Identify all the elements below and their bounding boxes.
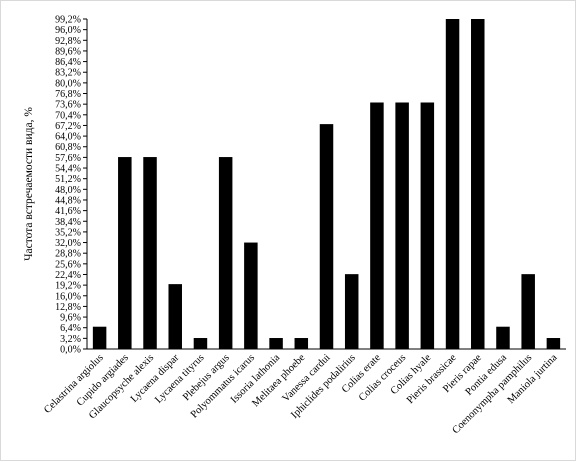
bar-melitaea-phoebe <box>294 338 309 349</box>
y-tick-label: 86,4% <box>55 57 81 68</box>
y-tick-label: 12,8% <box>55 302 81 313</box>
bar-glaucopsyche-alexis <box>143 157 157 349</box>
y-tick-label: 51,2% <box>55 174 81 185</box>
y-tick-label: 76,8% <box>55 89 81 100</box>
bar-coenonympha-pamphilus <box>521 274 535 349</box>
y-tick-label: 6,4% <box>60 323 81 334</box>
bar-polyommatus-icarus <box>244 242 258 349</box>
bar-colias-croceus <box>395 102 409 349</box>
y-axis-ticks: 0,0%3,2%6,4%9,6%12,8%16,0%19,2%22,4%25,6… <box>55 15 87 356</box>
y-tick-label: 41,6% <box>55 206 81 217</box>
y-tick-label: 22,4% <box>55 270 81 281</box>
y-tick-label: 60,8% <box>55 142 81 153</box>
y-tick-label: 73,6% <box>55 100 81 111</box>
bar-lycaena-tityrus <box>193 338 208 349</box>
bar-iphiclides-podalirius <box>344 274 359 349</box>
y-tick-label: 64,0% <box>55 132 81 143</box>
y-tick-label: 28,8% <box>55 249 81 260</box>
bar-colias-hyale <box>420 102 435 349</box>
bar-pieris-brassicae <box>445 19 460 349</box>
bar-celastrina-argiolus <box>92 326 107 349</box>
y-tick-label: 16,0% <box>55 291 81 302</box>
y-tick-label: 92,8% <box>55 36 81 47</box>
y-tick-label: 96,0% <box>55 25 81 36</box>
y-tick-label: 67,2% <box>55 121 81 132</box>
y-tick-label: 89,6% <box>55 46 81 57</box>
bar-colias-erate <box>370 102 384 349</box>
bar-cupido-argiades <box>118 157 132 349</box>
y-tick-label: 32,0% <box>55 238 81 249</box>
y-tick-label: 57,6% <box>55 153 81 164</box>
bar-lycaena-dispar <box>168 284 182 349</box>
y-tick-label: 0,0% <box>60 345 81 356</box>
y-tick-label: 35,2% <box>55 227 81 238</box>
bar-pieris-rapae <box>471 19 485 349</box>
y-tick-label: 48,0% <box>55 185 81 196</box>
y-tick-label: 19,2% <box>55 281 81 292</box>
y-tick-label: 70,4% <box>55 110 81 121</box>
y-tick-label: 83,2% <box>55 68 81 79</box>
y-tick-label: 99,2% <box>55 15 81 26</box>
y-tick-label: 9,6% <box>60 313 81 324</box>
bar-maniola-jurtina <box>546 338 561 349</box>
y-tick-label: 80,0% <box>55 78 81 89</box>
bars <box>92 19 561 349</box>
y-tick-label: 25,6% <box>55 259 81 270</box>
y-tick-label: 38,4% <box>55 217 81 228</box>
y-tick-label: 44,8% <box>55 195 81 206</box>
y-axis-title: Частота встречаемости вида, % <box>23 107 35 261</box>
bar-pontia-edusa <box>496 326 510 349</box>
y-tick-label: 3,2% <box>60 334 81 345</box>
bar-plebejus-argus <box>218 157 233 349</box>
bar-issoria-lathonia <box>269 338 283 349</box>
bar-vanessa-cardui <box>319 124 334 349</box>
y-tick-label: 54,4% <box>55 164 81 175</box>
